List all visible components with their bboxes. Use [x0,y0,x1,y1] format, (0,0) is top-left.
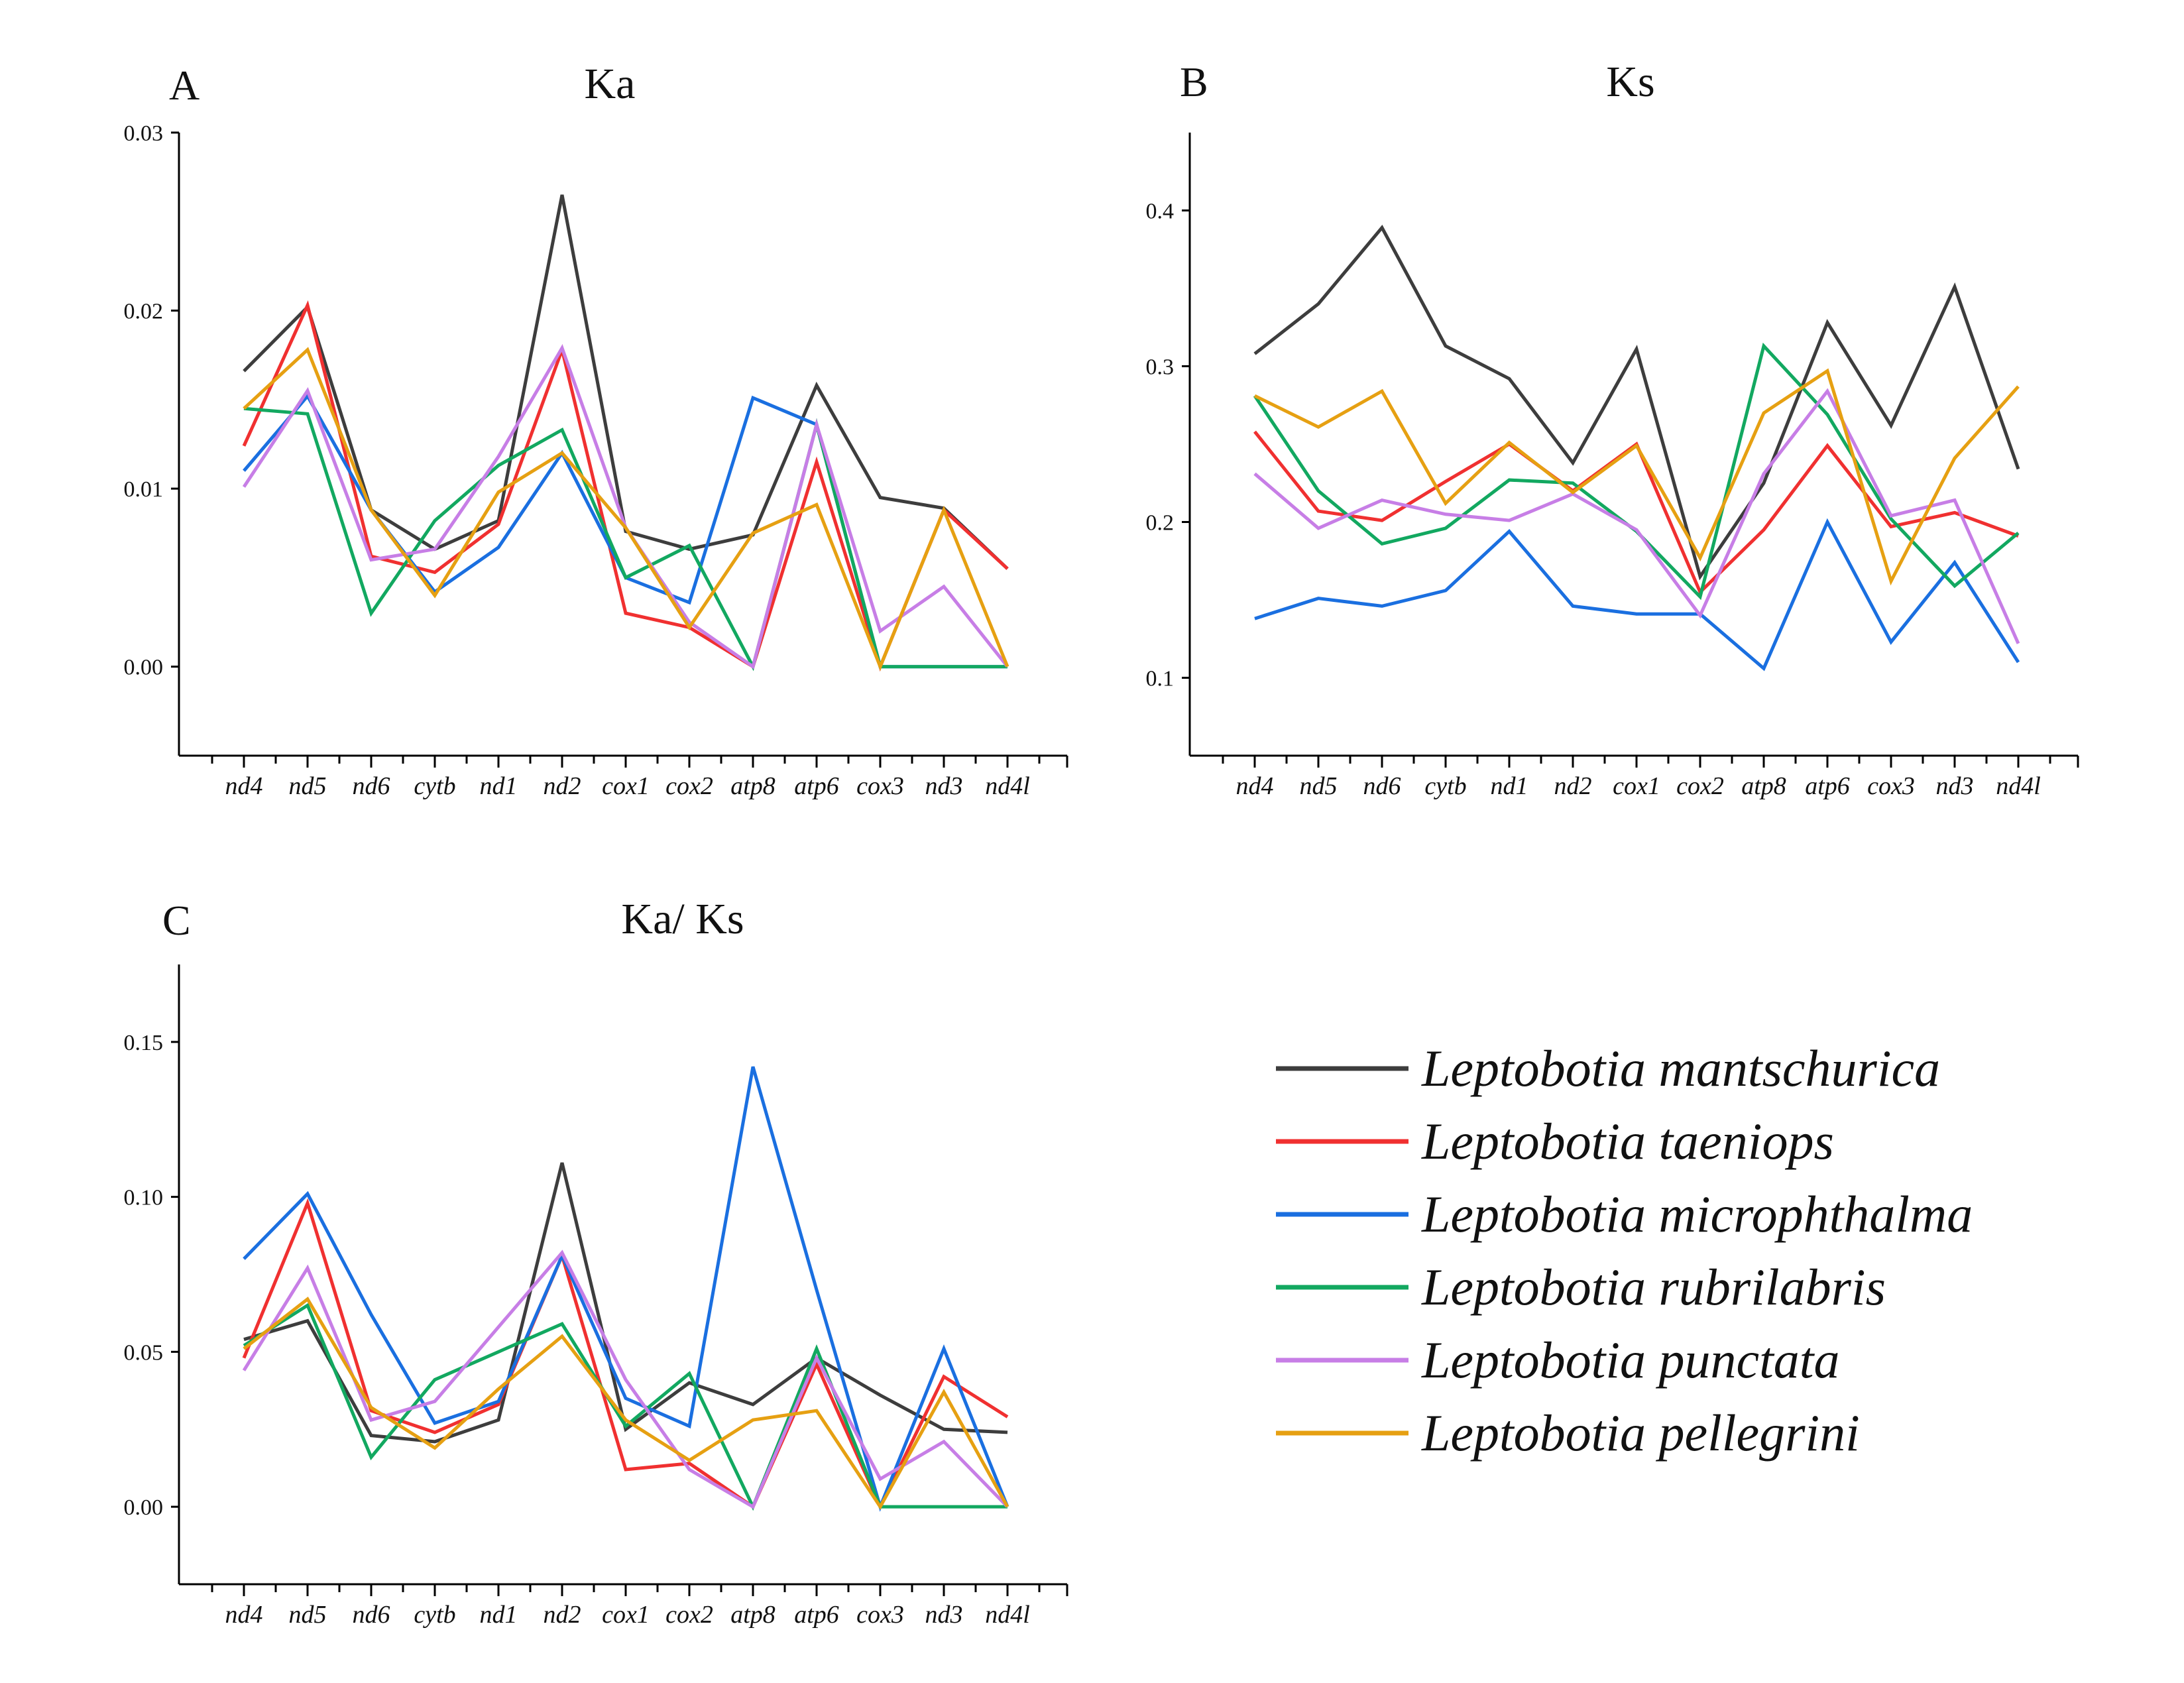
panel-letter: B [1180,58,1208,105]
y-tick-label: 0.3 [1146,355,1175,380]
chart-panels: A Ka 0.00 0.01 0.02 0.03 nd4 nd5 nd6 cytb nd1 nd2 co… [124,58,2079,1629]
x-tick-label: nd4 [1236,772,1274,800]
x-tick-label: cox2 [665,772,713,800]
x-tick-label: nd6 [353,1601,390,1629]
legend-item: Leptobotia rubrilabris [1276,1258,1886,1316]
panel-c: C Ka/ Ks 0.00 0.05 0.10 0.15 nd4 nd5 nd6 cytb nd1 n… [124,895,1068,1629]
series-line-leptobotia-pellegrini [243,1297,1009,1510]
y-tick-label: 0.4 [1146,200,1175,224]
x-tick-label: nd4l [985,1601,1030,1629]
legend-label: Leptobotia rubrilabris [1421,1258,1886,1316]
x-tick-label: nd4 [225,772,263,800]
x-tick-label: cytb [1424,772,1466,800]
x-tick-label: atp8 [730,772,776,800]
x-tick-label: nd3 [925,772,963,800]
legend-label: Leptobotia pellegrini [1421,1404,1860,1462]
x-tick-label: cox2 [665,1601,713,1629]
x-tick-label: cox3 [856,772,904,800]
x-tick-label: nd6 [353,772,390,800]
x-tick-label: cox1 [602,1601,650,1629]
x-tick-label: nd4l [1996,772,2041,800]
x-tick-label: nd5 [289,772,327,800]
y-tick-label: 0.00 [124,1495,164,1520]
panel-letter: C [162,897,191,944]
series-line-leptobotia-mantschurica [1253,224,2020,581]
legend-label: Leptobotia punctata [1421,1331,1839,1389]
y-tick-label: 0.15 [124,1031,164,1055]
x-tick-label: nd1 [480,1601,518,1629]
y-tick-label: 0.03 [124,121,164,146]
x-tick-label: cox3 [856,1601,904,1629]
legend-item: Leptobotia pellegrini [1276,1404,1860,1462]
panel-a: A Ka 0.00 0.01 0.02 0.03 nd4 nd5 nd6 cytb nd1 nd2 co… [124,60,1068,800]
x-tick-label: nd1 [1491,772,1528,800]
y-tick-label: 0.00 [124,656,164,680]
legend-label: Leptobotia microphthalma [1421,1185,1973,1243]
x-tick-label: atp6 [1805,772,1850,800]
legend-label: Leptobotia mantschurica [1421,1039,1940,1097]
legend-item: Leptobotia mantschurica [1276,1039,1940,1097]
panel-b: B Ks 0.1 0.2 0.3 0.4 nd4 nd5 nd6 cytb nd1 nd2 cox1 co… [1146,58,2079,800]
x-tick-label: cytb [414,772,455,800]
series-line-leptobotia-mantschurica [243,1162,1008,1444]
legend-item: Leptobotia taeniops [1276,1112,1834,1170]
x-tick-label: nd3 [1936,772,1974,800]
series-line-leptobotia-punctata [242,1249,1009,1509]
series-line-leptobotia-pellegrini [243,347,1009,671]
x-tick-label: cox3 [1867,772,1915,800]
y-tick-label: 0.2 [1146,511,1175,536]
panel-title: Ka [585,60,636,108]
x-tick-label: cytb [414,1601,455,1629]
x-tick-label: atp8 [1741,772,1786,800]
x-tick-label: nd1 [480,772,518,800]
series-line-leptobotia-pellegrini [1253,368,2020,586]
legend: Leptobotia mantschurica Leptobotia taenio… [1276,1039,1973,1462]
y-tick-label: 0.05 [124,1340,164,1365]
x-tick-label: atp6 [794,772,839,800]
panel-title: Ka/ Ks [621,895,744,943]
x-tick-label: nd2 [544,772,581,800]
x-tick-label: nd4 [225,1601,263,1629]
x-tick-label: atp8 [730,1601,776,1629]
panel-title: Ks [1606,58,1654,106]
x-tick-label: nd4l [985,772,1030,800]
y-tick-label: 0.10 [124,1186,164,1210]
y-tick-label: 0.01 [124,477,164,502]
legend-label: Leptobotia taeniops [1421,1112,1834,1170]
panel-letter: A [169,62,200,109]
x-tick-label: cox1 [1613,772,1660,800]
x-tick-label: nd6 [1363,772,1401,800]
x-tick-label: cox1 [602,772,650,800]
x-tick-label: nd5 [1300,772,1338,800]
series-line-leptobotia-punctata [1253,388,2020,644]
legend-item: Leptobotia punctata [1276,1331,1839,1389]
legend-item: Leptobotia microphthalma [1276,1185,1973,1243]
x-tick-label: nd5 [289,1601,327,1629]
x-tick-label: nd2 [544,1601,581,1629]
y-tick-label: 0.1 [1146,667,1175,691]
x-tick-label: atp6 [794,1601,839,1629]
x-tick-label: nd2 [1554,772,1592,800]
x-tick-label: nd3 [925,1601,963,1629]
series-line-leptobotia-microphthalma [1254,518,2020,671]
y-tick-label: 0.02 [124,300,164,324]
x-tick-label: cox2 [1676,772,1724,800]
